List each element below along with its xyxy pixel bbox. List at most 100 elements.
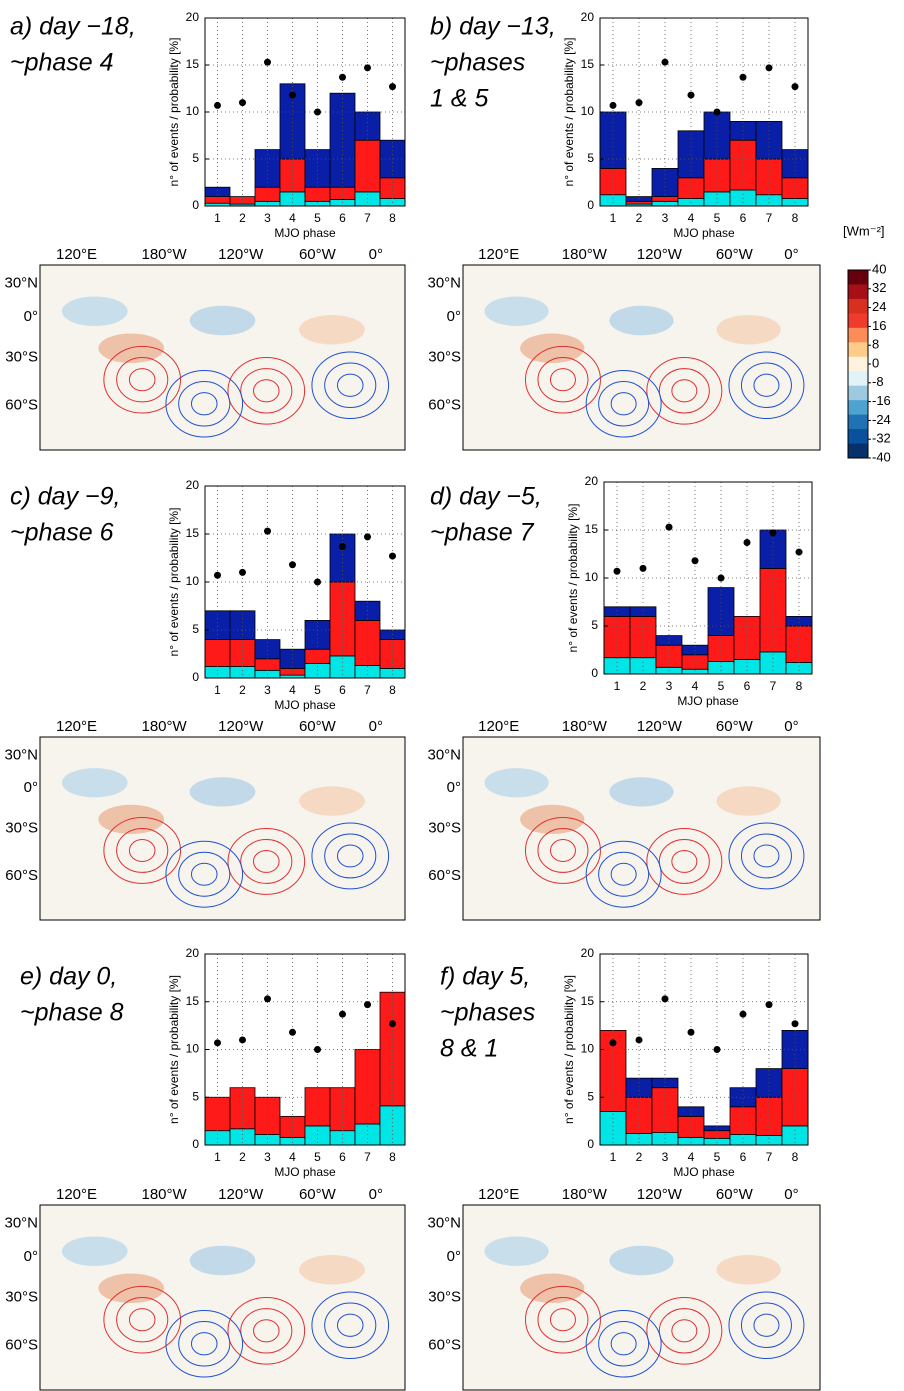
- map-background: [462, 1204, 821, 1391]
- map-contour: [753, 844, 780, 868]
- bar-segment: [229, 666, 256, 679]
- x-tick-label: 5: [714, 211, 721, 225]
- map-contour: [190, 862, 218, 886]
- dot: [339, 542, 346, 550]
- map-contour: [585, 840, 662, 908]
- map-shading: [484, 296, 549, 327]
- bar-segment: [755, 121, 783, 160]
- map-contour: [324, 833, 377, 879]
- colorbar-swatch: [848, 284, 868, 300]
- lat-label: 30°S: [5, 348, 38, 365]
- lon-label: 120°W: [218, 718, 264, 735]
- y-tick-label: 10: [186, 104, 200, 118]
- bar-segment: [781, 149, 809, 179]
- bar-segment: [625, 1096, 653, 1134]
- dot: [214, 571, 221, 579]
- y-tick-label: 10: [186, 1042, 200, 1056]
- bar-segment: [603, 657, 631, 675]
- map-contour: [585, 369, 662, 438]
- dot: [713, 1046, 721, 1053]
- map-contour: [128, 1308, 156, 1332]
- map-contour: [311, 822, 390, 890]
- map-contour: [128, 838, 156, 862]
- map-contour: [728, 1291, 805, 1360]
- lon-label: 0°: [369, 718, 383, 735]
- x-tick-label: 8: [389, 683, 396, 697]
- dot: [364, 533, 371, 541]
- dot: [717, 574, 725, 582]
- panel-title: d) day −5,: [430, 483, 542, 511]
- map-shading: [484, 1236, 549, 1267]
- bar-segment: [729, 1134, 757, 1146]
- x-tick-label: 7: [770, 679, 777, 693]
- lat-label: 0°: [447, 1248, 461, 1265]
- lat-label: 60°S: [5, 1337, 38, 1354]
- dot: [314, 1046, 321, 1053]
- y-tick-label: 0: [192, 670, 199, 684]
- x-tick-label: 8: [389, 211, 396, 225]
- map-contour: [165, 840, 244, 908]
- panel-title: 1 & 5: [430, 85, 488, 113]
- lat-label: 0°: [24, 1248, 38, 1265]
- map-contour: [753, 373, 780, 397]
- dot: [765, 1001, 773, 1009]
- x-tick-label: 4: [289, 1150, 296, 1164]
- x-tick-label: 1: [614, 679, 621, 693]
- panel-title: ~phase 8: [20, 999, 124, 1027]
- x-tick-label: 3: [666, 679, 673, 693]
- y-axis-label: n° of events / probability [%]: [562, 38, 576, 187]
- x-tick-label: 5: [718, 679, 725, 693]
- dot: [314, 108, 321, 116]
- dot: [609, 1039, 617, 1047]
- y-axis-label: n° of events / probability [%]: [566, 504, 580, 653]
- lat-label: 30°S: [428, 819, 461, 836]
- y-tick-label: 5: [587, 1089, 594, 1103]
- y-tick-label: 5: [587, 151, 594, 165]
- bar-segment: [755, 194, 783, 207]
- x-tick-label: 6: [740, 1150, 747, 1164]
- map-contour: [103, 345, 182, 414]
- map-shading: [716, 1254, 781, 1285]
- lat-label: 60°S: [428, 397, 461, 414]
- dot: [214, 101, 221, 109]
- map-contour: [728, 351, 805, 420]
- bar-segment: [651, 167, 679, 197]
- map-shading: [98, 1273, 165, 1304]
- map-contour: [671, 1319, 698, 1343]
- bar-segment: [204, 610, 231, 640]
- map-contour: [671, 849, 698, 873]
- bar-segment: [655, 644, 683, 668]
- map-contour: [728, 822, 805, 890]
- map-shading: [520, 333, 585, 364]
- dot: [739, 73, 747, 81]
- bar-segment: [707, 587, 735, 636]
- bar-segment: [729, 139, 757, 191]
- map-background: [39, 264, 406, 451]
- y-tick-label: 20: [581, 946, 595, 960]
- x-tick-label: 6: [339, 211, 346, 225]
- x-tick-label: 1: [214, 211, 221, 225]
- lon-label: 0°: [369, 1186, 383, 1203]
- map-contour: [598, 1321, 650, 1367]
- x-tick-label: 7: [364, 1150, 371, 1164]
- dot: [795, 548, 803, 556]
- y-tick-label: 15: [581, 994, 595, 1008]
- map-contour: [598, 851, 650, 897]
- y-tick-label: 5: [591, 618, 598, 632]
- colorbar-swatch: [848, 270, 868, 285]
- x-axis-label: MJO phase: [673, 226, 735, 240]
- colorbar-tick-label: 24: [872, 299, 886, 314]
- map-background: [39, 736, 406, 921]
- map-contour: [116, 357, 169, 403]
- x-tick-label: 8: [792, 211, 799, 225]
- map-contour: [598, 381, 650, 427]
- y-tick-label: 0: [192, 198, 199, 212]
- lat-label: 30°N: [427, 274, 461, 291]
- map-contour: [537, 828, 589, 873]
- dot: [713, 108, 721, 116]
- colorbar-swatch: [848, 313, 868, 329]
- y-axis-label: n° of events / probability [%]: [562, 975, 576, 1124]
- dot: [264, 58, 271, 66]
- dot: [239, 99, 246, 107]
- lon-label: 180°W: [142, 246, 188, 263]
